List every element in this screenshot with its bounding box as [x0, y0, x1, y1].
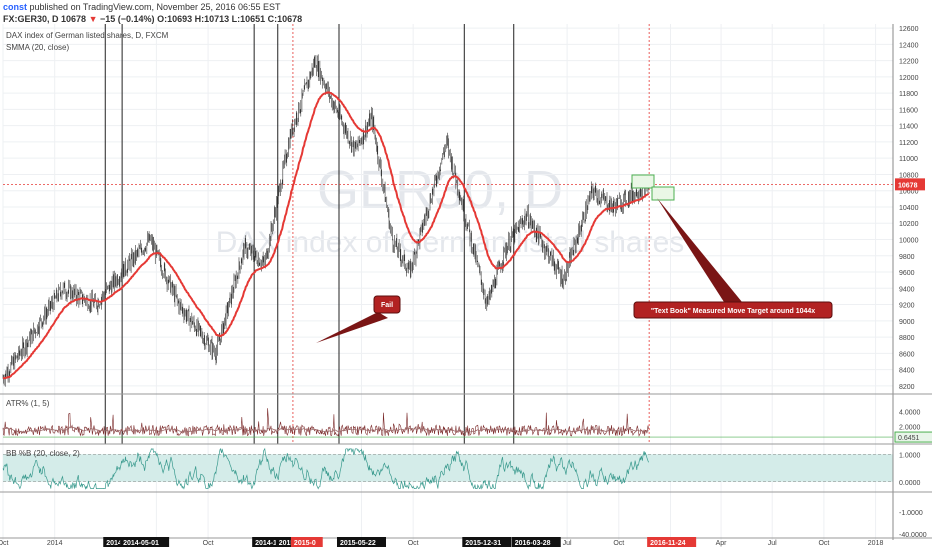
event-date-label: 2014- — [106, 540, 125, 547]
price-tick-label: 9200 — [899, 303, 915, 310]
event-date-label: 2015- — [279, 540, 298, 547]
event-date-box — [511, 537, 561, 547]
publish-info: published on TradingView.com, November 2… — [29, 2, 281, 12]
time-tick-label: Oct — [818, 540, 829, 547]
event-date-box — [462, 537, 512, 547]
price-tick-label: 12600 — [899, 26, 919, 33]
price-tick-label: 10800 — [899, 172, 919, 179]
publisher-name[interactable]: const — [3, 2, 28, 12]
atr-last-box — [894, 431, 932, 443]
atr-average-line — [2, 426, 649, 433]
bb-tick-label: -1.0000 — [899, 510, 923, 517]
measured-move-box — [633, 301, 833, 319]
price-tick-label: 10600 — [899, 189, 919, 196]
price-tick-label: 8800 — [899, 335, 915, 342]
event-date-box — [290, 537, 323, 547]
price-tick-label: 12200 — [899, 59, 919, 66]
time-tick-label: Oct — [203, 540, 214, 547]
atr-tick-label: 4.0000 — [899, 409, 921, 416]
price-tick-label: 11400 — [899, 124, 918, 131]
publish-line: const published on TradingView.com, Nove… — [3, 2, 281, 12]
event-date-box — [336, 537, 386, 547]
price-tick-label: 10000 — [899, 237, 919, 244]
event-date-label: 2015-0 — [294, 540, 316, 547]
atr-line — [2, 408, 649, 437]
time-tick-label: 2018 — [868, 540, 884, 547]
time-tick-label: Oct — [613, 540, 624, 547]
fail-callout-box — [373, 295, 401, 314]
watermark-name: DAX index of German listed shares — [216, 226, 685, 259]
price-tick-label: 8200 — [899, 384, 915, 391]
event-date-label: 2015-12-31 — [465, 540, 501, 547]
event-date-label: 2016-03-28 — [515, 540, 551, 547]
atr-label: ATR% (1, 5) — [6, 399, 50, 408]
price-tick-label: 8400 — [899, 368, 915, 375]
price-tick-label: 8600 — [899, 351, 915, 358]
price-tick-label: 9800 — [899, 254, 915, 261]
indicator-label: SMMA (20, close) — [6, 43, 69, 52]
price-tick-label: 9400 — [899, 286, 915, 293]
last-value: 10678 — [61, 14, 87, 24]
measured-move-pointer — [657, 198, 742, 302]
time-tick-label: Jul — [563, 540, 572, 547]
price-tick-label: 12000 — [899, 75, 919, 82]
symbol-name[interactable]: FX:GER30, D — [3, 14, 59, 24]
price-tick-label: 10400 — [899, 205, 919, 212]
ohlc-values: O:10693 H:10713 L:10651 C:10678 — [157, 14, 303, 24]
main-title: DAX index of German listed shares, D, FX… — [6, 31, 169, 40]
fail-callout-text: Fail — [381, 302, 393, 309]
fail-callout-pointer — [316, 312, 388, 343]
time-tick-label: Oct — [0, 540, 8, 547]
price-tick-label: 9000 — [899, 319, 915, 326]
price-tick-label: 11800 — [899, 91, 918, 98]
last-price-label: 10678 — [898, 182, 918, 189]
bb-band-fill — [3, 454, 893, 482]
target-box-projected — [651, 186, 675, 201]
time-tick-label: Apr — [716, 540, 728, 547]
atr-last-label: 0.6451 — [898, 435, 920, 442]
price-tick-label: 9600 — [899, 270, 915, 277]
price-tick-label: 11200 — [899, 140, 918, 147]
event-date-box — [647, 537, 697, 547]
event-date-label: 2015-05-22 — [340, 540, 376, 547]
event-date-label: 2016-11-24 — [650, 540, 686, 547]
price-tick-label: 12400 — [899, 42, 919, 49]
symbol-line: FX:GER30, D 10678 ▼ −15 (−0.14%) O:10693… — [3, 14, 302, 24]
price-tick-label: 11000 — [899, 156, 918, 163]
event-date-box — [275, 537, 304, 547]
watermark-symbol: GER30, D — [317, 160, 563, 220]
event-date-label: 2014-12-22 — [255, 540, 291, 547]
last-price-box — [895, 178, 925, 191]
bb-tick-label: -40.0000 — [899, 532, 927, 539]
bb-tick-label: 0.0000 — [899, 480, 921, 487]
smma-line — [2, 91, 650, 380]
bb-percent-line — [2, 447, 649, 490]
event-date-box — [120, 537, 170, 547]
time-tick-label: Oct — [408, 540, 419, 547]
price-tick-label: 10200 — [899, 221, 919, 228]
price-tick-label: 11600 — [899, 107, 918, 114]
event-date-label: 2014-05-01 — [123, 540, 159, 547]
measured-move-text: "Text Book" Measured Move Target around … — [651, 308, 815, 315]
change-value: −15 (−0.14%) — [100, 14, 155, 24]
target-box-current — [631, 174, 655, 189]
bb-tick-label: 1.0000 — [899, 452, 921, 459]
event-date-box — [103, 537, 131, 547]
time-tick-label: 2014 — [47, 540, 63, 547]
time-tick-label: Jul — [768, 540, 777, 547]
bb-label: BB %B (20, close, 2) — [6, 449, 80, 458]
atr-tick-label: 2.0000 — [899, 425, 921, 432]
change-arrow-icon: ▼ — [88, 14, 98, 24]
